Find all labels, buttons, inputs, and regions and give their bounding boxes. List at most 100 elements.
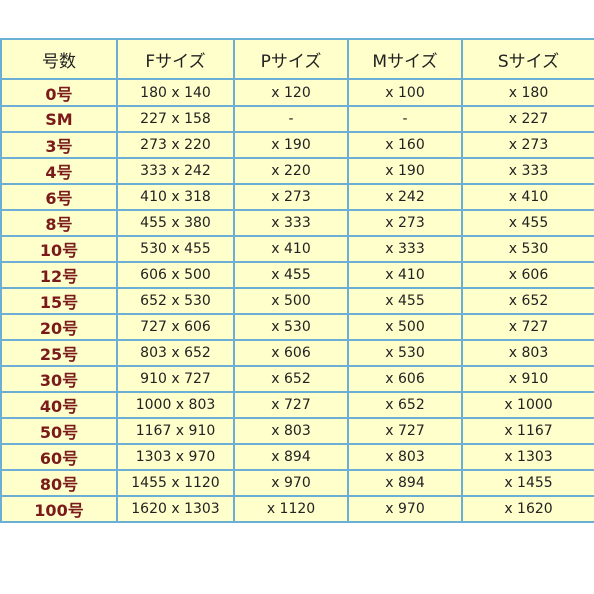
- table-row: 80号 1455 x 1120 x 970 x 894 x 1455: [0, 469, 594, 497]
- s-size-cell: x 606: [461, 261, 594, 289]
- canvas-size-table-container: 号数 Fサイズ Pサイズ Mサイズ Sサイズ 0号 180 x 140 x 12…: [0, 38, 594, 523]
- p-size-cell: x 606: [233, 339, 349, 367]
- m-size-cell: x 727: [347, 417, 463, 445]
- f-size-cell: 227 x 158: [116, 105, 235, 133]
- s-size-cell: x 180: [461, 78, 594, 107]
- m-size-cell: x 652: [347, 391, 463, 419]
- size-number-cell: 10号: [0, 235, 118, 263]
- m-size-cell: x 100: [347, 78, 463, 107]
- size-number-cell: 15号: [0, 287, 118, 315]
- table-row: 4号 333 x 242 x 220 x 190 x 333: [0, 157, 594, 185]
- p-size-cell: x 455: [233, 261, 349, 289]
- s-size-cell: x 455: [461, 209, 594, 237]
- table-row: SM 227 x 158 - - x 227: [0, 105, 594, 133]
- s-size-cell: x 727: [461, 313, 594, 341]
- size-number-cell: 8号: [0, 209, 118, 237]
- m-size-cell: x 160: [347, 131, 463, 159]
- table-row: 8号 455 x 380 x 333 x 273 x 455: [0, 209, 594, 237]
- m-size-cell: -: [347, 105, 463, 133]
- f-size-cell: 273 x 220: [116, 131, 235, 159]
- size-number-cell: 60号: [0, 443, 118, 471]
- p-size-cell: x 273: [233, 183, 349, 211]
- m-size-cell: x 970: [347, 495, 463, 523]
- f-size-cell: 1000 x 803: [116, 391, 235, 419]
- table-row: 20号 727 x 606 x 530 x 500 x 727: [0, 313, 594, 341]
- f-size-cell: 410 x 318: [116, 183, 235, 211]
- f-size-cell: 1620 x 1303: [116, 495, 235, 523]
- m-size-cell: x 500: [347, 313, 463, 341]
- s-size-cell: x 530: [461, 235, 594, 263]
- p-size-cell: x 652: [233, 365, 349, 393]
- m-size-cell: x 333: [347, 235, 463, 263]
- p-size-cell: x 220: [233, 157, 349, 185]
- table-row: 10号 530 x 455 x 410 x 333 x 530: [0, 235, 594, 263]
- f-size-cell: 1303 x 970: [116, 443, 235, 471]
- f-size-cell: 727 x 606: [116, 313, 235, 341]
- m-size-cell: x 455: [347, 287, 463, 315]
- size-number-cell: 25号: [0, 339, 118, 367]
- f-size-cell: 910 x 727: [116, 365, 235, 393]
- s-size-cell: x 1303: [461, 443, 594, 471]
- table-row: 100号 1620 x 1303 x 1120 x 970 x 1620: [0, 495, 594, 523]
- s-size-cell: x 1167: [461, 417, 594, 445]
- p-size-cell: x 333: [233, 209, 349, 237]
- f-size-cell: 455 x 380: [116, 209, 235, 237]
- table-body: 0号 180 x 140 x 120 x 100 x 180 SM 227 x …: [0, 78, 594, 523]
- s-size-cell: x 652: [461, 287, 594, 315]
- p-size-cell: x 410: [233, 235, 349, 263]
- p-size-cell: x 190: [233, 131, 349, 159]
- size-number-cell: 6号: [0, 183, 118, 211]
- m-size-cell: x 530: [347, 339, 463, 367]
- size-number-cell: 4号: [0, 157, 118, 185]
- m-size-cell: x 606: [347, 365, 463, 393]
- header-m-size: Mサイズ: [347, 38, 463, 80]
- s-size-cell: x 273: [461, 131, 594, 159]
- table-row: 25号 803 x 652 x 606 x 530 x 803: [0, 339, 594, 367]
- m-size-cell: x 894: [347, 469, 463, 497]
- table-row: 30号 910 x 727 x 652 x 606 x 910: [0, 365, 594, 393]
- f-size-cell: 333 x 242: [116, 157, 235, 185]
- f-size-cell: 1167 x 910: [116, 417, 235, 445]
- header-s-size: Sサイズ: [461, 38, 594, 80]
- p-size-cell: x 803: [233, 417, 349, 445]
- m-size-cell: x 410: [347, 261, 463, 289]
- p-size-cell: x 970: [233, 469, 349, 497]
- size-number-cell: 0号: [0, 78, 118, 107]
- p-size-cell: x 120: [233, 78, 349, 107]
- f-size-cell: 180 x 140: [116, 78, 235, 107]
- s-size-cell: x 333: [461, 157, 594, 185]
- size-number-cell: 50号: [0, 417, 118, 445]
- size-number-cell: 80号: [0, 469, 118, 497]
- header-f-size: Fサイズ: [116, 38, 235, 80]
- table-row: 15号 652 x 530 x 500 x 455 x 652: [0, 287, 594, 315]
- table-row: 60号 1303 x 970 x 894 x 803 x 1303: [0, 443, 594, 471]
- size-number-cell: 12号: [0, 261, 118, 289]
- p-size-cell: x 530: [233, 313, 349, 341]
- size-number-cell: 20号: [0, 313, 118, 341]
- f-size-cell: 803 x 652: [116, 339, 235, 367]
- header-p-size: Pサイズ: [233, 38, 349, 80]
- table-row: 50号 1167 x 910 x 803 x 727 x 1167: [0, 417, 594, 445]
- table-row: 12号 606 x 500 x 455 x 410 x 606: [0, 261, 594, 289]
- f-size-cell: 606 x 500: [116, 261, 235, 289]
- s-size-cell: x 1620: [461, 495, 594, 523]
- p-size-cell: x 894: [233, 443, 349, 471]
- s-size-cell: x 1455: [461, 469, 594, 497]
- size-number-cell: 3号: [0, 131, 118, 159]
- s-size-cell: x 910: [461, 365, 594, 393]
- m-size-cell: x 273: [347, 209, 463, 237]
- m-size-cell: x 190: [347, 157, 463, 185]
- canvas-size-table: 号数 Fサイズ Pサイズ Mサイズ Sサイズ 0号 180 x 140 x 12…: [0, 38, 594, 523]
- p-size-cell: -: [233, 105, 349, 133]
- s-size-cell: x 1000: [461, 391, 594, 419]
- size-number-cell: 30号: [0, 365, 118, 393]
- f-size-cell: 652 x 530: [116, 287, 235, 315]
- header-size-number: 号数: [0, 38, 118, 80]
- f-size-cell: 1455 x 1120: [116, 469, 235, 497]
- size-number-cell: SM: [0, 105, 118, 133]
- size-number-cell: 40号: [0, 391, 118, 419]
- s-size-cell: x 410: [461, 183, 594, 211]
- p-size-cell: x 727: [233, 391, 349, 419]
- f-size-cell: 530 x 455: [116, 235, 235, 263]
- p-size-cell: x 500: [233, 287, 349, 315]
